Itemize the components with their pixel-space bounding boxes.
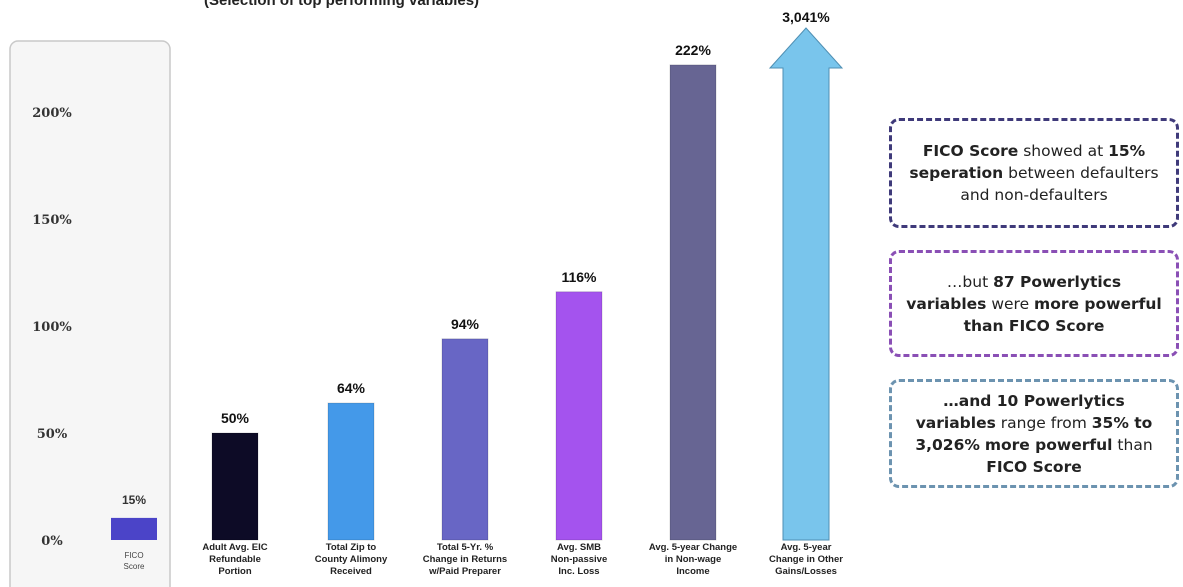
callout-87-variables: …but 87 Powerlytics variables were more … <box>889 250 1179 357</box>
category-label: Inc. Loss <box>558 566 599 577</box>
callout-text: …and 10 Powerlytics variables range from… <box>915 391 1153 476</box>
y-tick-label: 100% <box>32 320 72 335</box>
y-tick-label: 0% <box>41 534 63 549</box>
bar <box>211 432 259 541</box>
callout-text: FICO Score showed at 15% seperation betw… <box>909 142 1159 204</box>
y-tick-label: 150% <box>32 213 72 228</box>
category-label: County Alimony <box>315 554 388 565</box>
y-axis: 0% 50% 100% 150% 200% <box>32 106 72 549</box>
category-label: Income <box>676 566 709 577</box>
category-labels: FICO Score Adult Avg. EICRefundablePortion… <box>124 542 844 577</box>
callout-text: …but 87 Powerlytics variables were more … <box>906 272 1162 335</box>
value-label: 94% <box>451 316 480 332</box>
category-label: Change in Returns <box>423 554 507 565</box>
category-label: Refundable <box>209 554 261 565</box>
bars <box>111 27 844 541</box>
bar-chart: 0% 50% 100% 150% 200% 15% 50% 64% 94% 116% 222% 3,… <box>9 9 844 587</box>
bar <box>669 64 717 541</box>
category-label: in Non-wage <box>665 554 721 565</box>
category-label: Avg. SMB <box>557 542 601 553</box>
category-label: Total Zip to <box>326 542 377 553</box>
value-labels: 15% 50% 64% 94% 116% 222% 3,041% <box>122 9 830 507</box>
category-label: Avg. 5-year Change <box>649 542 737 553</box>
chart-subtitle: (Selection of top performing variables) <box>204 0 480 9</box>
callout-10-variables: …and 10 Powerlytics variables range from… <box>889 379 1179 488</box>
category-label: Gains/Losses <box>775 566 837 577</box>
category-label: Received <box>330 566 372 577</box>
category-label: Non-passive <box>551 554 608 565</box>
bar <box>327 402 375 541</box>
value-label: 50% <box>221 410 250 426</box>
value-label: 116% <box>561 269 597 285</box>
callout-fico-separation: FICO Score showed at 15% seperation betw… <box>889 118 1179 228</box>
category-label: Adult Avg. EIC <box>202 542 267 553</box>
y-tick-label: 50% <box>37 427 68 442</box>
value-label: 64% <box>337 380 366 396</box>
bar-arrow-other-gains-losses <box>768 27 844 541</box>
value-label: 3,041% <box>782 9 830 25</box>
fico-panel <box>9 40 171 587</box>
value-label-fico: 15% <box>122 493 146 507</box>
category-label-fico: Score <box>124 562 145 571</box>
category-label: Portion <box>218 566 251 577</box>
category-label: Change in Other <box>769 554 843 565</box>
category-label: Avg. 5-year <box>781 542 832 553</box>
bar <box>555 291 603 541</box>
category-label: w/Paid Preparer <box>428 566 501 577</box>
y-tick-label: 200% <box>32 106 72 121</box>
value-label: 222% <box>675 42 711 58</box>
bar-fico-score <box>111 517 157 540</box>
bar <box>441 338 489 541</box>
category-label: Total 5-Yr. % <box>437 542 494 553</box>
category-label-fico: FICO <box>124 551 143 560</box>
